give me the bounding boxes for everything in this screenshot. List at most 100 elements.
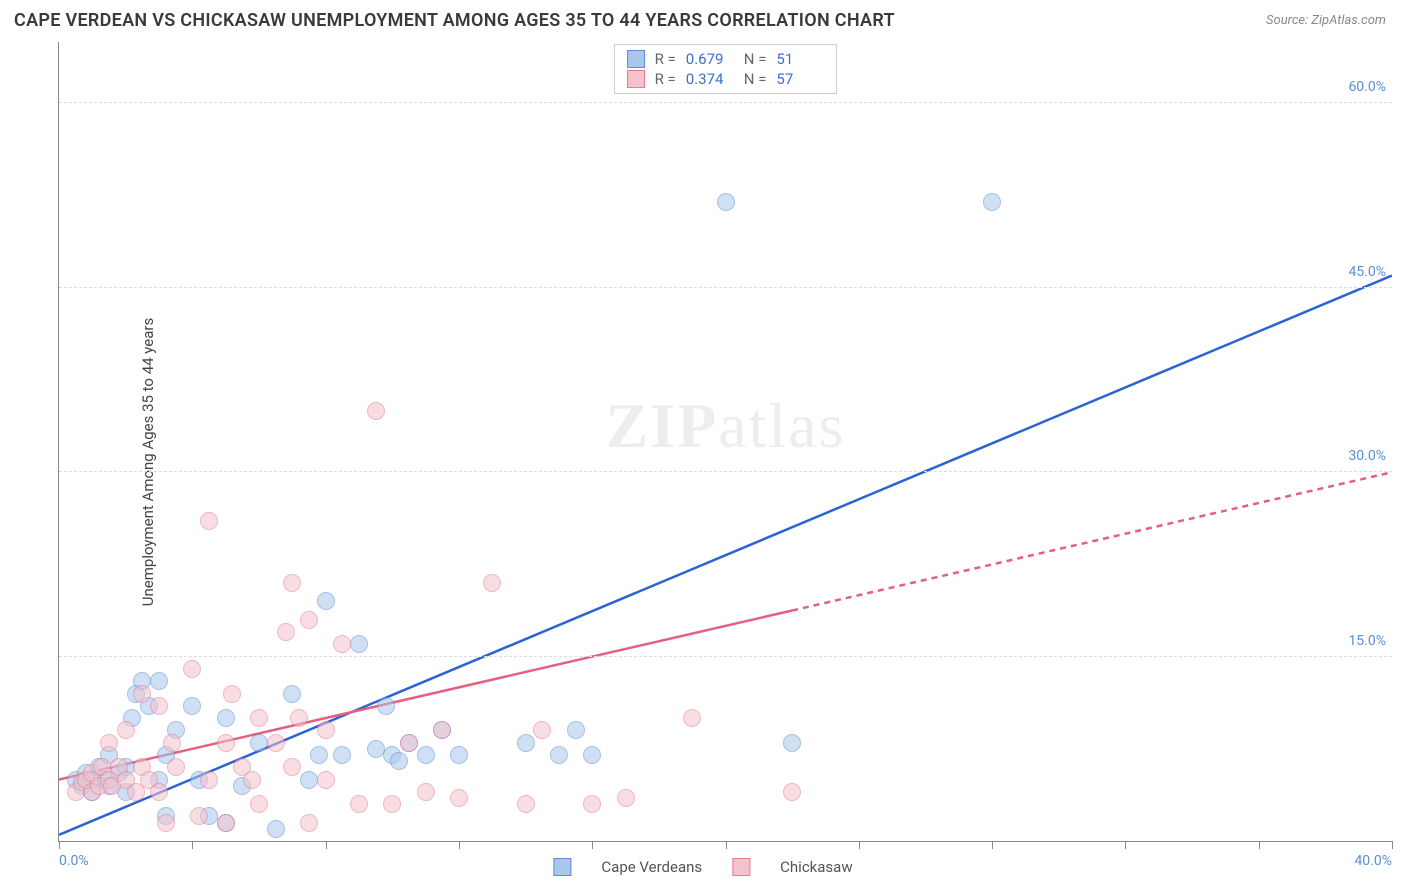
data-point — [157, 814, 175, 832]
data-point — [217, 709, 235, 727]
x-min-label: 0.0% — [59, 853, 89, 869]
data-point — [483, 574, 501, 592]
data-point — [183, 697, 201, 715]
data-point — [617, 789, 635, 807]
source-label: Source: ZipAtlas.com — [1266, 13, 1386, 28]
data-point — [367, 740, 385, 758]
watermark: ZIPatlas — [606, 389, 846, 463]
data-point — [310, 746, 328, 764]
data-point — [283, 685, 301, 703]
legend-label-1: Cape Verdeans — [601, 858, 702, 876]
x-tick — [59, 841, 60, 849]
data-point — [250, 795, 268, 813]
data-point — [277, 623, 295, 641]
data-point — [267, 820, 285, 838]
data-point — [117, 721, 135, 739]
x-tick — [592, 841, 593, 849]
data-point — [450, 789, 468, 807]
r-value-2: 0.374 — [686, 70, 734, 88]
data-point — [133, 685, 151, 703]
data-point — [250, 709, 268, 727]
stats-row-1: R = 0.679 N = 51 — [627, 49, 825, 69]
legend-label-2: Chickasaw — [780, 858, 852, 876]
x-tick — [859, 841, 860, 849]
data-point — [717, 193, 735, 211]
data-point — [183, 660, 201, 678]
gridline — [59, 102, 1392, 103]
data-point — [583, 746, 601, 764]
data-point — [390, 752, 408, 770]
data-point — [783, 734, 801, 752]
data-point — [683, 709, 701, 727]
data-point — [377, 697, 395, 715]
data-point — [300, 814, 318, 832]
data-point — [317, 721, 335, 739]
data-point — [517, 795, 535, 813]
data-point — [100, 734, 118, 752]
data-point — [433, 721, 451, 739]
data-point — [550, 746, 568, 764]
data-point — [150, 697, 168, 715]
data-point — [223, 685, 241, 703]
x-tick — [1259, 841, 1260, 849]
x-tick — [192, 841, 193, 849]
data-point — [300, 771, 318, 789]
gridline — [59, 656, 1392, 657]
r-label-1: R = — [655, 50, 676, 68]
data-point — [583, 795, 601, 813]
data-point — [333, 635, 351, 653]
x-tick — [992, 841, 993, 849]
data-point — [317, 592, 335, 610]
r-label-2: R = — [655, 70, 676, 88]
data-point — [400, 734, 418, 752]
data-point — [267, 734, 285, 752]
data-point — [163, 734, 181, 752]
data-point — [167, 758, 185, 776]
data-point — [283, 574, 301, 592]
data-point — [290, 709, 308, 727]
legend-swatch-1 — [553, 858, 571, 876]
stats-row-2: R = 0.374 N = 57 — [627, 69, 825, 89]
legend-swatch-2 — [732, 858, 750, 876]
watermark-light: atlas — [718, 390, 845, 461]
data-point — [283, 758, 301, 776]
gridline — [59, 287, 1392, 288]
data-point — [200, 771, 218, 789]
data-point — [450, 746, 468, 764]
y-tick-label: 15.0% — [1348, 633, 1386, 649]
data-point — [783, 783, 801, 801]
data-point — [150, 783, 168, 801]
chart-header: CAPE VERDEAN VS CHICKASAW UNEMPLOYMENT A… — [0, 0, 1406, 35]
n-value-1: 51 — [776, 50, 824, 68]
data-point — [150, 672, 168, 690]
chart-container: Unemployment Among Ages 35 to 44 years Z… — [14, 42, 1392, 882]
x-max-label: 40.0% — [1354, 853, 1392, 869]
watermark-bold: ZIP — [606, 390, 719, 461]
x-tick — [1125, 841, 1126, 849]
data-point — [983, 193, 1001, 211]
data-point — [250, 734, 268, 752]
swatch-series2 — [627, 70, 645, 88]
data-point — [517, 734, 535, 752]
data-point — [533, 721, 551, 739]
data-point — [217, 734, 235, 752]
bottom-legend: Cape Verdeans Chickasaw — [553, 858, 852, 876]
data-point — [300, 611, 318, 629]
data-point — [333, 746, 351, 764]
data-point — [317, 771, 335, 789]
n-label-2: N = — [744, 70, 767, 88]
data-point — [417, 746, 435, 764]
data-point — [350, 635, 368, 653]
data-point — [383, 795, 401, 813]
plot-area: ZIPatlas R = 0.679 N = 51 R = 0.374 N = … — [58, 42, 1392, 842]
data-point — [243, 771, 261, 789]
n-label-1: N = — [744, 50, 767, 68]
r-value-1: 0.679 — [686, 50, 734, 68]
y-tick-label: 60.0% — [1348, 79, 1386, 95]
swatch-series1 — [627, 50, 645, 68]
y-tick-label: 30.0% — [1348, 448, 1386, 464]
y-tick-label: 45.0% — [1348, 264, 1386, 280]
n-value-2: 57 — [776, 70, 824, 88]
x-tick — [459, 841, 460, 849]
x-tick — [326, 841, 327, 849]
